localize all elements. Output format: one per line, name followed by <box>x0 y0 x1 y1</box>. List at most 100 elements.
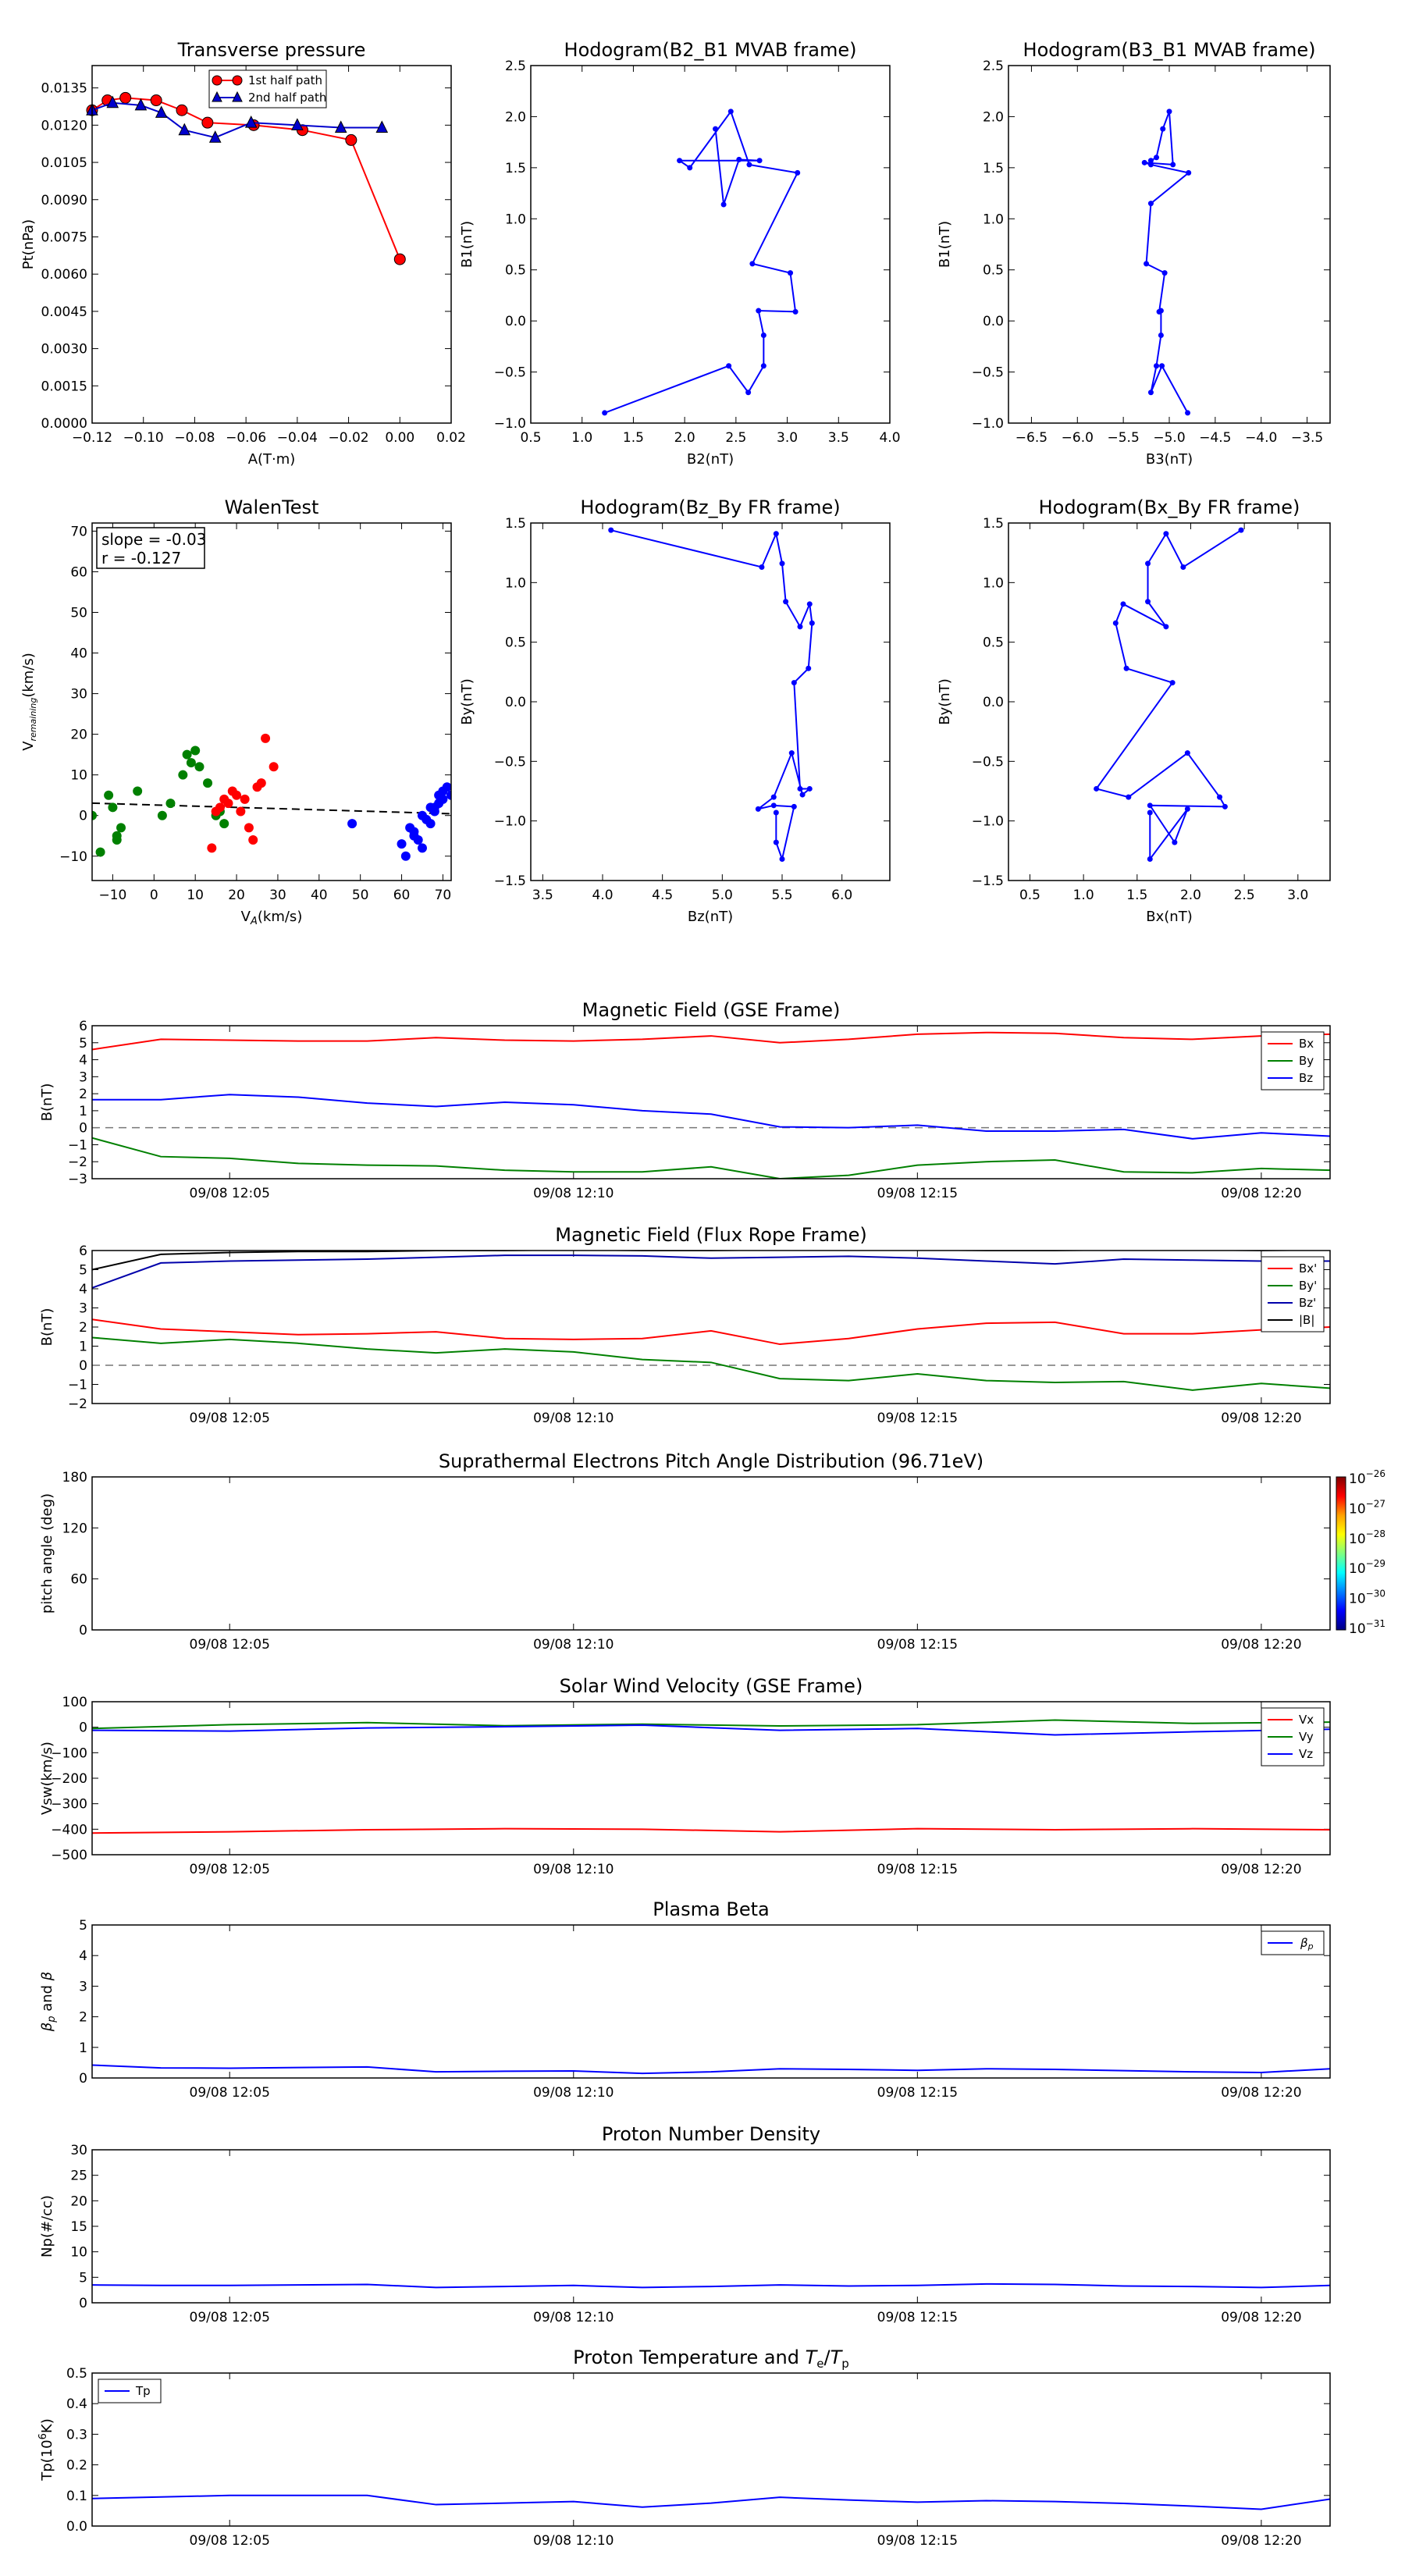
x-tick-label: 09/08 12:15 <box>877 1637 958 1653</box>
x-tick-label: 50 <box>352 888 369 903</box>
y-tick-label: −0.5 <box>494 365 526 381</box>
data-point <box>677 158 683 164</box>
x-tick-label: 1.5 <box>623 430 644 446</box>
x-tick-label: 09/08 12:05 <box>190 1862 270 1877</box>
data-point <box>240 794 250 804</box>
x-tick-label: 1.5 <box>1126 888 1147 903</box>
y-tick-label: 20 <box>70 2194 87 2209</box>
x-tick-label: 09/08 12:20 <box>1221 1637 1301 1653</box>
plot-frame <box>91 1701 1331 1856</box>
x-tick-label: 2.5 <box>725 430 746 446</box>
data-point <box>756 158 763 164</box>
legend-label: βp <box>1300 1936 1314 1952</box>
y-tick-label: 0.0000 <box>41 416 87 432</box>
y-axis-label: Vsw(km/s) <box>39 1742 55 1815</box>
x-tick-label: 2.0 <box>1180 888 1201 903</box>
y-tick-label: 0.5 <box>983 263 1004 279</box>
y-tick-label: 0.4 <box>66 2396 87 2412</box>
series-line <box>92 1094 1330 1140</box>
y-tick-label: 10 <box>70 2245 87 2261</box>
data-point <box>256 778 266 788</box>
data-point <box>425 819 436 829</box>
y-tick-label: −1.0 <box>972 814 1004 830</box>
legend: 1st half path 2nd half path <box>208 69 327 109</box>
legend: Tp <box>98 2379 162 2403</box>
x-tick-label: 4.0 <box>592 888 613 903</box>
chart-title: Transverse pressure <box>177 39 366 61</box>
chart-np: Proton Number Density 09/08 12:05 09/08 12… <box>39 2123 1331 2325</box>
x-tick-label: 3.0 <box>1287 888 1308 903</box>
data-point <box>186 758 196 768</box>
y-tick-label: 0.5 <box>505 263 526 279</box>
data-point <box>1180 564 1186 570</box>
y-tick-label: 1.0 <box>505 575 526 591</box>
chart-hzy: Hodogram(Bz_By FR frame) 3.5 4.0 4.5 5.0 5.5 6… <box>459 496 891 925</box>
y-tick-label: −0.5 <box>972 365 1004 381</box>
data-point <box>106 95 119 109</box>
legend: Vx Vy Vz <box>1261 1707 1325 1767</box>
y-tick-label: 25 <box>70 2169 87 2184</box>
y-tick-label: 1 <box>79 1340 87 1355</box>
chart-hxy: Hodogram(Bx_By FR frame) 0.5 1.0 1.5 2.0 2.5 3… <box>937 496 1331 925</box>
data-point <box>155 105 168 118</box>
x-tick-label: 09/08 12:10 <box>533 1186 614 1201</box>
data-point <box>1166 109 1172 115</box>
y-tick-label: 0.0075 <box>41 229 87 245</box>
chart-walen: WalenTest −10 0 10 20 30 40 50 60 70 −10 0 10 20 30 40 5… <box>20 496 452 927</box>
data-point <box>203 778 213 788</box>
x-tick-label: 09/08 12:15 <box>877 2533 958 2549</box>
y-tick-label: 180 <box>62 1470 87 1485</box>
data-point <box>261 733 271 743</box>
y-tick-label: −1.5 <box>972 873 1004 889</box>
data-point <box>797 624 803 630</box>
data-point <box>157 810 167 820</box>
slope-text: slope = -0.03 <box>101 530 206 549</box>
series-line <box>92 1719 1330 1730</box>
y-tick-label: 60 <box>70 564 87 580</box>
hodogram-line <box>1144 111 1190 414</box>
x-axis-label: Bz(nT) <box>688 909 733 925</box>
data-point <box>736 156 742 162</box>
y-tick-label: 2.0 <box>983 109 1004 125</box>
y-tick-label: 120 <box>62 1521 87 1536</box>
y-tick-label: 0.5 <box>66 2366 87 2382</box>
data-point <box>1184 750 1190 756</box>
data-point <box>726 363 732 369</box>
y-tick-label: 4 <box>79 1948 87 1964</box>
y-tick-label: −200 <box>51 1771 87 1787</box>
legend-label: Bz <box>1299 1071 1313 1085</box>
y-axis-label: B1(nT) <box>459 221 475 268</box>
chart-title: Magnetic Field (Flux Rope Frame) <box>555 1224 866 1246</box>
data-point <box>104 790 114 800</box>
data-point <box>792 308 799 315</box>
data-point <box>1147 856 1153 863</box>
data-point <box>108 802 118 813</box>
x-tick-label: 0.02 <box>436 430 466 446</box>
y-tick-label: 0.3 <box>66 2427 87 2443</box>
x-axis-label: VA(km/s) <box>241 909 303 927</box>
y-tick-label: 1.0 <box>505 212 526 227</box>
data-point <box>219 819 229 829</box>
y-axis-label: Tp(106K) <box>37 2418 55 2481</box>
data-point <box>1147 809 1153 816</box>
data-point <box>207 843 217 853</box>
x-tick-label: 20 <box>228 888 245 903</box>
series-line <box>92 2064 1330 2075</box>
legend-label: Vz <box>1299 1747 1313 1761</box>
y-tick-label: −400 <box>51 1822 87 1838</box>
y-tick-label: −2 <box>68 1155 87 1170</box>
legend-label: |B| <box>1299 1313 1314 1327</box>
y-axis-label: B(nT) <box>39 1083 55 1122</box>
y-tick-label: 1 <box>79 2041 87 2056</box>
legend-label: Bx' <box>1299 1261 1317 1276</box>
chart-title: Magnetic Field (GSE Frame) <box>582 999 841 1021</box>
x-tick-label: 09/08 12:15 <box>877 1186 958 1201</box>
y-tick-label: 1 <box>79 1104 87 1119</box>
x-tick-label: 09/08 12:05 <box>190 2310 270 2325</box>
data-point <box>773 839 779 845</box>
data-point <box>176 104 188 116</box>
y-tick-label: 3 <box>79 1069 87 1085</box>
series-line <box>92 1254 1330 1289</box>
data-point <box>112 834 122 845</box>
y-tick-label: 60 <box>70 1572 87 1588</box>
